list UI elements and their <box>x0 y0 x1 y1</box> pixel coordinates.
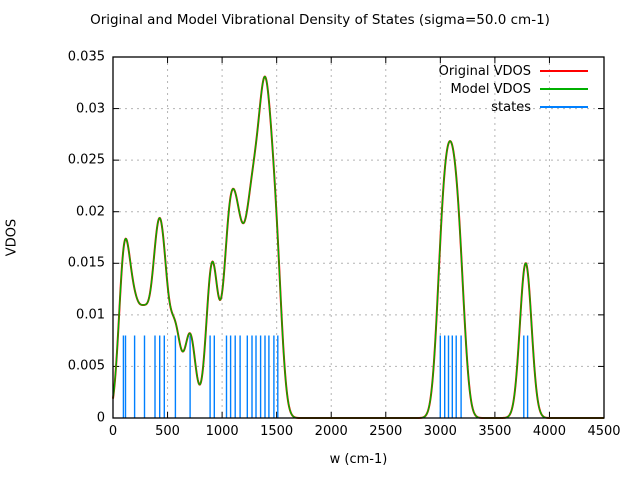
legend-label-model-vdos: Model VDOS <box>450 81 531 97</box>
y-tick-label: 0.03 <box>76 101 105 117</box>
legend-swatch-green-line <box>540 88 588 90</box>
x-axis-title: w (cm-1) <box>329 452 388 467</box>
x-tick-label: 1000 <box>205 424 239 439</box>
x-tick-label: 2500 <box>369 424 403 439</box>
x-tick-label: 2000 <box>314 424 348 439</box>
legend: Original VDOS Model VDOS states <box>439 62 588 116</box>
y-axis-title: VDOS <box>4 218 20 257</box>
legend-row-model-vdos: Model VDOS <box>439 80 588 98</box>
y-tick-label: 0.02 <box>76 204 105 220</box>
y-tick-label: 0.01 <box>76 307 105 323</box>
legend-label-original-vdos: Original VDOS <box>438 63 531 79</box>
legend-swatch-red-line <box>540 70 588 72</box>
x-tick-label: 3500 <box>478 424 512 439</box>
plot-border <box>112 56 605 419</box>
x-tick-label: 3000 <box>423 424 457 439</box>
x-tick-label: 4500 <box>587 424 621 439</box>
y-tick-label: 0.005 <box>67 358 105 374</box>
x-tick-label: 0 <box>108 424 118 439</box>
legend-row-original-vdos: Original VDOS <box>439 62 588 80</box>
y-tick-label: 0.015 <box>67 255 105 271</box>
y-tick-label: 0 <box>96 410 105 426</box>
x-tick-label: 500 <box>155 424 180 439</box>
chart-title: Original and Model Vibrational Density o… <box>90 12 550 28</box>
x-tick-label: 4000 <box>532 424 566 439</box>
legend-swatch-blue-line <box>540 106 588 108</box>
legend-row-states: states <box>439 98 588 116</box>
y-tick-label: 0.035 <box>67 49 105 65</box>
legend-label-states: states <box>491 99 531 115</box>
y-tick-label: 0.025 <box>67 152 105 168</box>
x-tick-label: 1500 <box>260 424 294 439</box>
